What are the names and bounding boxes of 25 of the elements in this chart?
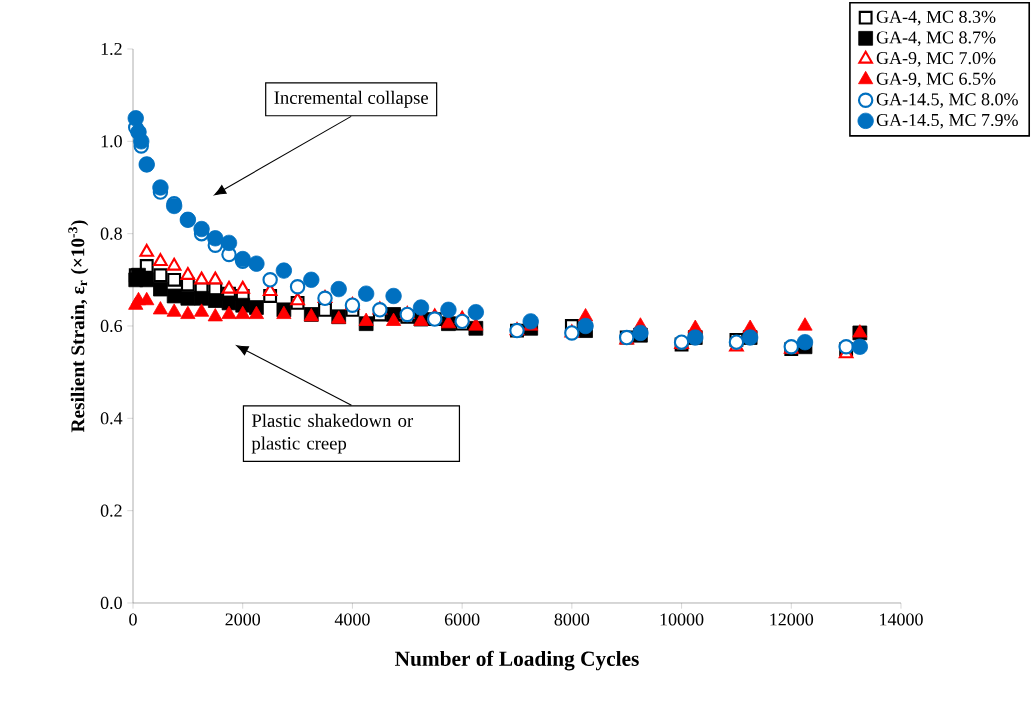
y-tick-label: 0.2: [100, 504, 122, 517]
y-tick-label: 1.0: [101, 135, 122, 148]
legend-label: GA-9, MC 6.5%: [876, 72, 996, 88]
legend-label: GA-14.5, MC 7.9%: [876, 113, 1018, 129]
y-axis-title: Resilient Strain, ε$_{r}$ (×10$^{-3}$): [68, 220, 89, 433]
x-tick-label: 2000: [225, 613, 261, 626]
x-tick-label: 0: [129, 613, 137, 626]
x-tick-label: 8000: [554, 613, 590, 626]
x-tick-label: 6000: [444, 613, 480, 626]
x-tick-label: 12000: [770, 613, 814, 626]
y-tick-label: 0.0: [100, 596, 122, 610]
y-tick-label: 1.2: [101, 42, 122, 56]
legend-label: GA-4, MC 8.7%: [876, 31, 996, 47]
annotation: Incremental collapse: [274, 90, 429, 108]
x-tick-label: 4000: [334, 613, 370, 626]
y-tick-label: 0.8: [100, 227, 122, 240]
x-tick-label: 10000: [660, 613, 704, 626]
legend-label: GA-9, MC 7.0%: [876, 51, 996, 67]
legend-label: GA-4, MC 8.3%: [876, 10, 996, 26]
y-tick-label: 0.6: [100, 319, 123, 333]
legend-label: GA-14.5, MC 8.0%: [876, 93, 1018, 108]
x-tick-label: 14000: [880, 613, 923, 626]
y-tick-label: 0.4: [100, 412, 123, 425]
annotation: Plastic shakedown or plastic creep: [251, 413, 414, 454]
x-axis-title: Number of Loading Cycles: [395, 650, 639, 671]
